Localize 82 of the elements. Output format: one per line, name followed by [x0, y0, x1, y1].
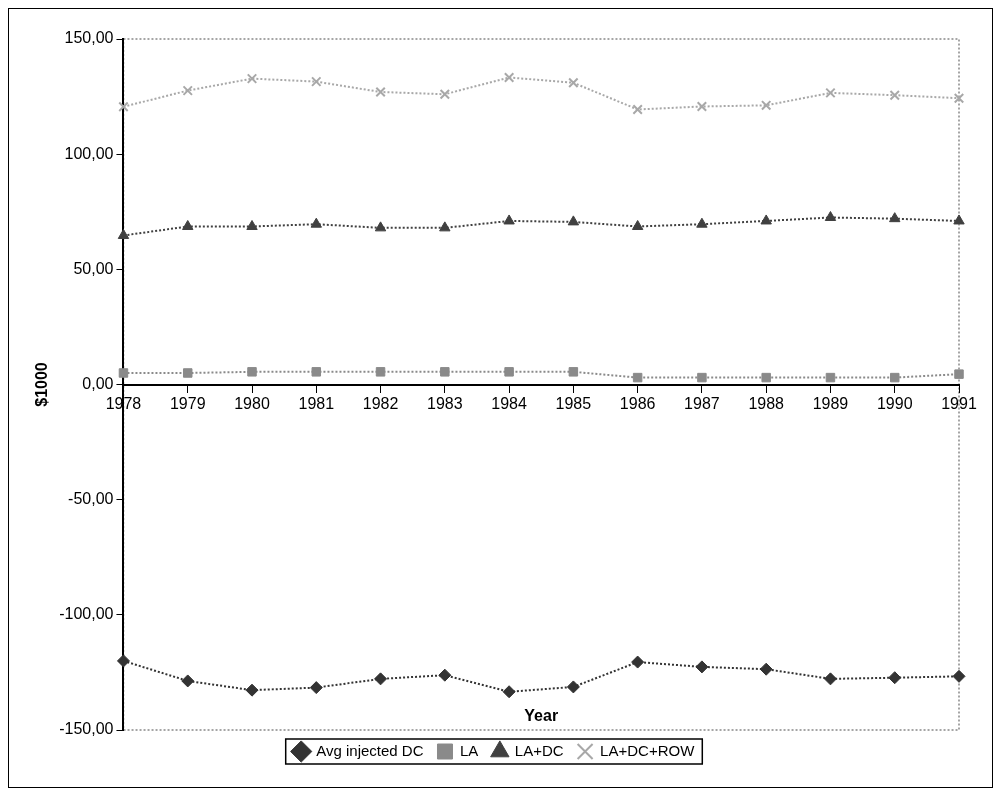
- point: [889, 372, 900, 383]
- point: [182, 219, 194, 230]
- point: [568, 77, 579, 89]
- point: [759, 662, 773, 676]
- point: [824, 211, 837, 222]
- point: [246, 219, 258, 230]
- x-tick-label: 1985: [555, 394, 592, 412]
- x-tick-label: 1986: [619, 394, 656, 412]
- point: [952, 669, 966, 683]
- point: [503, 214, 515, 225]
- point: [889, 89, 900, 101]
- point: [310, 217, 322, 228]
- y-tick-label: 100,00: [64, 144, 114, 162]
- point: [502, 685, 516, 699]
- y-tick-label: -150,00: [59, 720, 114, 738]
- legend-label: Avg injected DC: [316, 741, 424, 759]
- point: [631, 219, 644, 230]
- x-tick-label: 1991: [941, 394, 977, 412]
- point: [760, 100, 772, 111]
- point: [888, 671, 902, 685]
- point: [696, 101, 708, 112]
- point: [566, 680, 580, 694]
- point: [568, 367, 579, 377]
- point: [116, 654, 130, 668]
- point: [182, 85, 193, 96]
- point: [183, 368, 193, 378]
- point: [118, 101, 129, 112]
- point: [375, 86, 386, 98]
- point: [247, 367, 257, 377]
- x-tick-label: 1989: [812, 394, 849, 412]
- point: [440, 367, 450, 377]
- x-tick-label: 1982: [362, 394, 399, 412]
- y-tick-label: 0,00: [82, 374, 114, 392]
- point: [246, 73, 258, 84]
- point: [311, 367, 322, 377]
- point: [760, 214, 772, 225]
- point: [953, 92, 965, 104]
- point: [374, 221, 387, 232]
- point: [825, 372, 836, 383]
- x-tick-label: 1988: [748, 394, 785, 412]
- x-tick-label: 1981: [298, 394, 335, 412]
- y-tick-label: 50,00: [73, 259, 114, 277]
- x-tick-label: 1983: [427, 394, 463, 412]
- point: [632, 104, 643, 115]
- point: [823, 672, 837, 686]
- point: [439, 89, 451, 100]
- point: [439, 221, 451, 232]
- point: [567, 215, 580, 226]
- point: [825, 87, 836, 99]
- y-tick-label: -50,00: [68, 490, 114, 508]
- point: [695, 660, 709, 674]
- point: [631, 655, 645, 669]
- legend-label: LA+DC: [514, 741, 564, 759]
- point: [632, 372, 643, 383]
- x-tick-label: 1979: [169, 394, 206, 412]
- y-tick-label: -100,00: [59, 605, 114, 623]
- point: [761, 372, 771, 383]
- point: [697, 372, 707, 383]
- point: [375, 367, 386, 377]
- point: [504, 367, 514, 377]
- x-tick-label: 1984: [491, 394, 527, 412]
- legend-label: LA: [459, 741, 479, 759]
- x-tick-label: 1980: [234, 394, 270, 412]
- point: [118, 368, 129, 378]
- x-tick-label: 1987: [684, 394, 720, 412]
- point: [696, 217, 708, 228]
- point: [503, 72, 515, 83]
- point: [889, 212, 901, 223]
- point: [954, 369, 964, 379]
- point: [438, 668, 452, 682]
- x-tick-label: 1990: [876, 394, 913, 412]
- point: [374, 672, 388, 686]
- point: [309, 681, 323, 695]
- y-axis-title: $1000: [33, 362, 51, 407]
- point: [181, 674, 195, 688]
- point: [245, 683, 259, 697]
- legend-label: LA+DC+ROW: [600, 741, 696, 759]
- y-tick-label: 150,00: [64, 29, 114, 47]
- point: [117, 228, 130, 239]
- x-axis-title: Year: [524, 706, 559, 724]
- point: [311, 76, 322, 87]
- point: [953, 214, 965, 225]
